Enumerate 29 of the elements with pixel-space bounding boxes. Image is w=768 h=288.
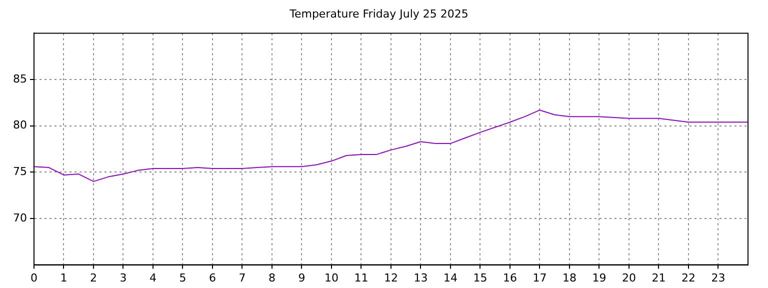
x-tick-label: 8 xyxy=(268,271,276,284)
x-tick-label: 18 xyxy=(562,271,576,284)
x-tick-label: 22 xyxy=(682,271,696,284)
x-tick-label: 17 xyxy=(532,271,547,284)
x-tick-label: 1 xyxy=(60,271,68,284)
x-tick-label: 23 xyxy=(711,271,726,284)
y-tick-label: 80 xyxy=(12,118,27,132)
x-tick-label: 19 xyxy=(592,271,606,284)
x-tick-label: 15 xyxy=(473,271,488,284)
x-tick-label: 16 xyxy=(503,271,517,284)
x-tick-label: 20 xyxy=(622,271,636,284)
x-tick-label: 0 xyxy=(30,271,38,284)
y-tick-label: 70 xyxy=(12,211,27,224)
x-tick-label: 12 xyxy=(384,271,398,284)
x-tick-label: 5 xyxy=(179,271,186,284)
x-tick-label: 6 xyxy=(209,271,216,284)
x-tick-label: 4 xyxy=(150,271,156,284)
y-tick-label: 75 xyxy=(12,165,27,178)
x-tick-label: 3 xyxy=(120,271,127,284)
chart-title: Temperature Friday July 25 2025 xyxy=(288,7,468,20)
x-tick-label: 11 xyxy=(354,271,368,284)
x-tick-label: 2 xyxy=(90,271,97,284)
x-tick-label: 9 xyxy=(298,271,306,284)
y-tick-label: 85 xyxy=(12,72,27,86)
x-tick-label: 13 xyxy=(414,271,428,284)
x-tick-label: 21 xyxy=(652,271,666,284)
x-tick-label: 10 xyxy=(324,271,338,284)
x-tick-label: 14 xyxy=(444,271,458,284)
x-tick-label: 7 xyxy=(238,271,246,284)
